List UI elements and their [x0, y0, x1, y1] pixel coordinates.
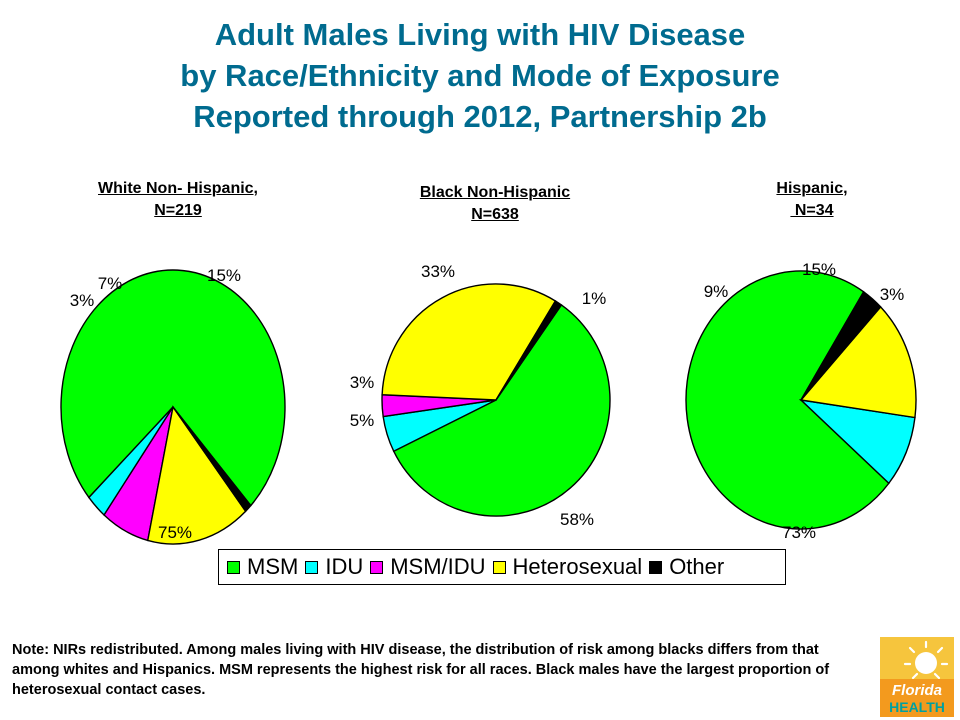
pie-hispanic-slice-other — [800, 290, 882, 401]
title-line-1: Adult Males Living with HIV Disease — [214, 17, 746, 52]
pie-white-label-msm: 75% — [158, 523, 192, 542]
footnote: Note: NIRs redistributed. Among males li… — [12, 642, 830, 698]
legend-label-heterosexual: Heterosexual — [512, 554, 643, 579]
legend-label-msm-idu: MSM/IDU — [390, 554, 486, 579]
chart-title: Adult Males Living with HIV Disease by R… — [0, 14, 960, 137]
pie-title-white-line1: White Non- Hispanic, — [98, 180, 258, 197]
svg-text:Florida: Florida — [892, 682, 942, 699]
pie-black-label-other: 1% — [582, 289, 607, 308]
pie-title-hispanic-line1: Hispanic, — [776, 180, 848, 197]
legend: MSM IDU MSM/IDU Heterosexual Other — [218, 549, 786, 585]
legend-label-msm: MSM — [247, 554, 299, 579]
pie-hispanic-label-idu: 9% — [704, 282, 729, 301]
pie-hispanic-label-heterosexual: 15% — [802, 260, 836, 279]
legend-swatch-msm-idu — [370, 560, 384, 574]
legend-swatch-other — [649, 560, 663, 574]
pie-title-hispanic-line2: N=34 — [790, 202, 834, 219]
pie-white-slice-other — [172, 406, 252, 513]
pie-title-black-line1: Black Non-Hispanic — [419, 184, 571, 201]
pie-hispanic-label-other: 3% — [880, 285, 905, 304]
pie-white-label-idu: 3% — [70, 291, 95, 310]
legend-label-idu: IDU — [325, 554, 364, 579]
pie-black-label-msm: 58% — [560, 510, 594, 529]
pie-black-slice-msm — [392, 303, 611, 517]
pie-hispanic-label-msm: 73% — [782, 523, 816, 542]
legend-item-heterosexual: Heterosexual — [492, 554, 643, 580]
legend-item-idu: IDU — [305, 554, 363, 580]
pie-title-white-line2: N=219 — [154, 202, 202, 219]
legend-swatch-idu — [305, 560, 319, 574]
pie-black-label-msm-idu: 3% — [350, 373, 375, 392]
pie-white-label-msm-idu: 7% — [98, 274, 123, 293]
legend-item-other: Other — [649, 554, 724, 580]
pie-hispanic-slice-heterosexual — [799, 305, 917, 419]
florida-health-logo: Florida HEALTH — [880, 637, 954, 717]
legend-item-msm: MSM — [227, 554, 298, 580]
legend-swatch-heterosexual — [492, 560, 506, 574]
pie-title-white: White Non- Hispanic, N=219 — [58, 178, 298, 222]
legend-label-other: Other — [669, 554, 725, 579]
pie-black-label-heterosexual: 33% — [421, 262, 455, 281]
sun-icon — [903, 640, 949, 680]
title-line-3: Reported through 2012, Partnership 2b — [193, 99, 767, 134]
pie-title-black: Black Non-Hispanic N=638 — [375, 182, 615, 226]
legend-swatch-msm — [227, 560, 240, 574]
title-line-2: by Race/Ethnicity and Mode of Exposure — [180, 58, 780, 93]
pie-black-slice-heterosexual — [381, 283, 557, 401]
pie-title-black-line2: N=638 — [471, 206, 519, 223]
pie-white-slice-heterosexual — [146, 405, 247, 545]
pie-black-slice-other — [495, 300, 563, 401]
pie-white-label-heterosexual: 15% — [207, 266, 241, 285]
pie-black-label-idu: 5% — [350, 411, 375, 430]
svg-text:HEALTH: HEALTH — [889, 699, 945, 715]
legend-item-msm-idu: MSM/IDU — [370, 554, 486, 580]
pie-title-hispanic: Hispanic, N=34 — [692, 178, 932, 222]
pie-white-slice-msm — [60, 269, 286, 507]
